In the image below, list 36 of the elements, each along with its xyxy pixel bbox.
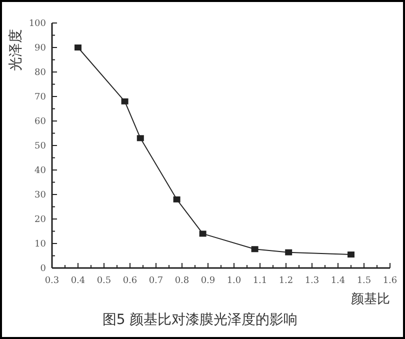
x-tick-label: 1.4 — [330, 276, 346, 286]
x-tick-label: 0.6 — [122, 276, 138, 286]
x-tick-label: 0.8 — [174, 276, 190, 286]
point — [136, 135, 144, 142]
point — [173, 196, 180, 202]
x-tick-label: 0.9 — [200, 276, 216, 286]
x-tick-label: 1.6 — [382, 276, 398, 286]
x-tick-label: 1.3 — [304, 276, 320, 286]
y-tick-label: 30 — [34, 190, 46, 200]
x-axis-title: 颜基比 — [351, 292, 390, 307]
point — [251, 246, 258, 252]
point — [348, 252, 354, 258]
x-tick-label: 1.1 — [252, 276, 268, 286]
point — [199, 230, 206, 237]
point — [285, 249, 292, 256]
y-tick-label: 40 — [34, 166, 46, 176]
y-axis-title: 光泽度 — [8, 29, 24, 71]
y-tick-label: 60 — [34, 117, 46, 127]
text: 图5 颜基比对漆膜光泽度的影响 — [102, 312, 298, 328]
y-tick-label: 70 — [34, 92, 46, 102]
point — [74, 44, 82, 50]
point — [121, 98, 128, 104]
x-tick-label: 0.5 — [96, 276, 112, 286]
x-tick-label: 0.4 — [70, 276, 86, 286]
x-tick-label: 0.7 — [148, 276, 164, 286]
y-tick-label: 50 — [34, 142, 46, 152]
x-tick-label: 1.2 — [278, 276, 294, 286]
x-tick-label: 0.3 — [44, 276, 60, 286]
y-tick-label: 10 — [34, 240, 46, 250]
y-tick-label: 100 — [28, 19, 46, 29]
y-tick-label: 20 — [34, 215, 46, 225]
x-tick-label: 1.0 — [226, 276, 242, 286]
y-tick-label: 90 — [34, 44, 46, 54]
y-tick-label: 80 — [34, 68, 46, 78]
y-tick-label: 0 — [40, 264, 46, 274]
x-tick-label: 1.5 — [356, 276, 372, 286]
